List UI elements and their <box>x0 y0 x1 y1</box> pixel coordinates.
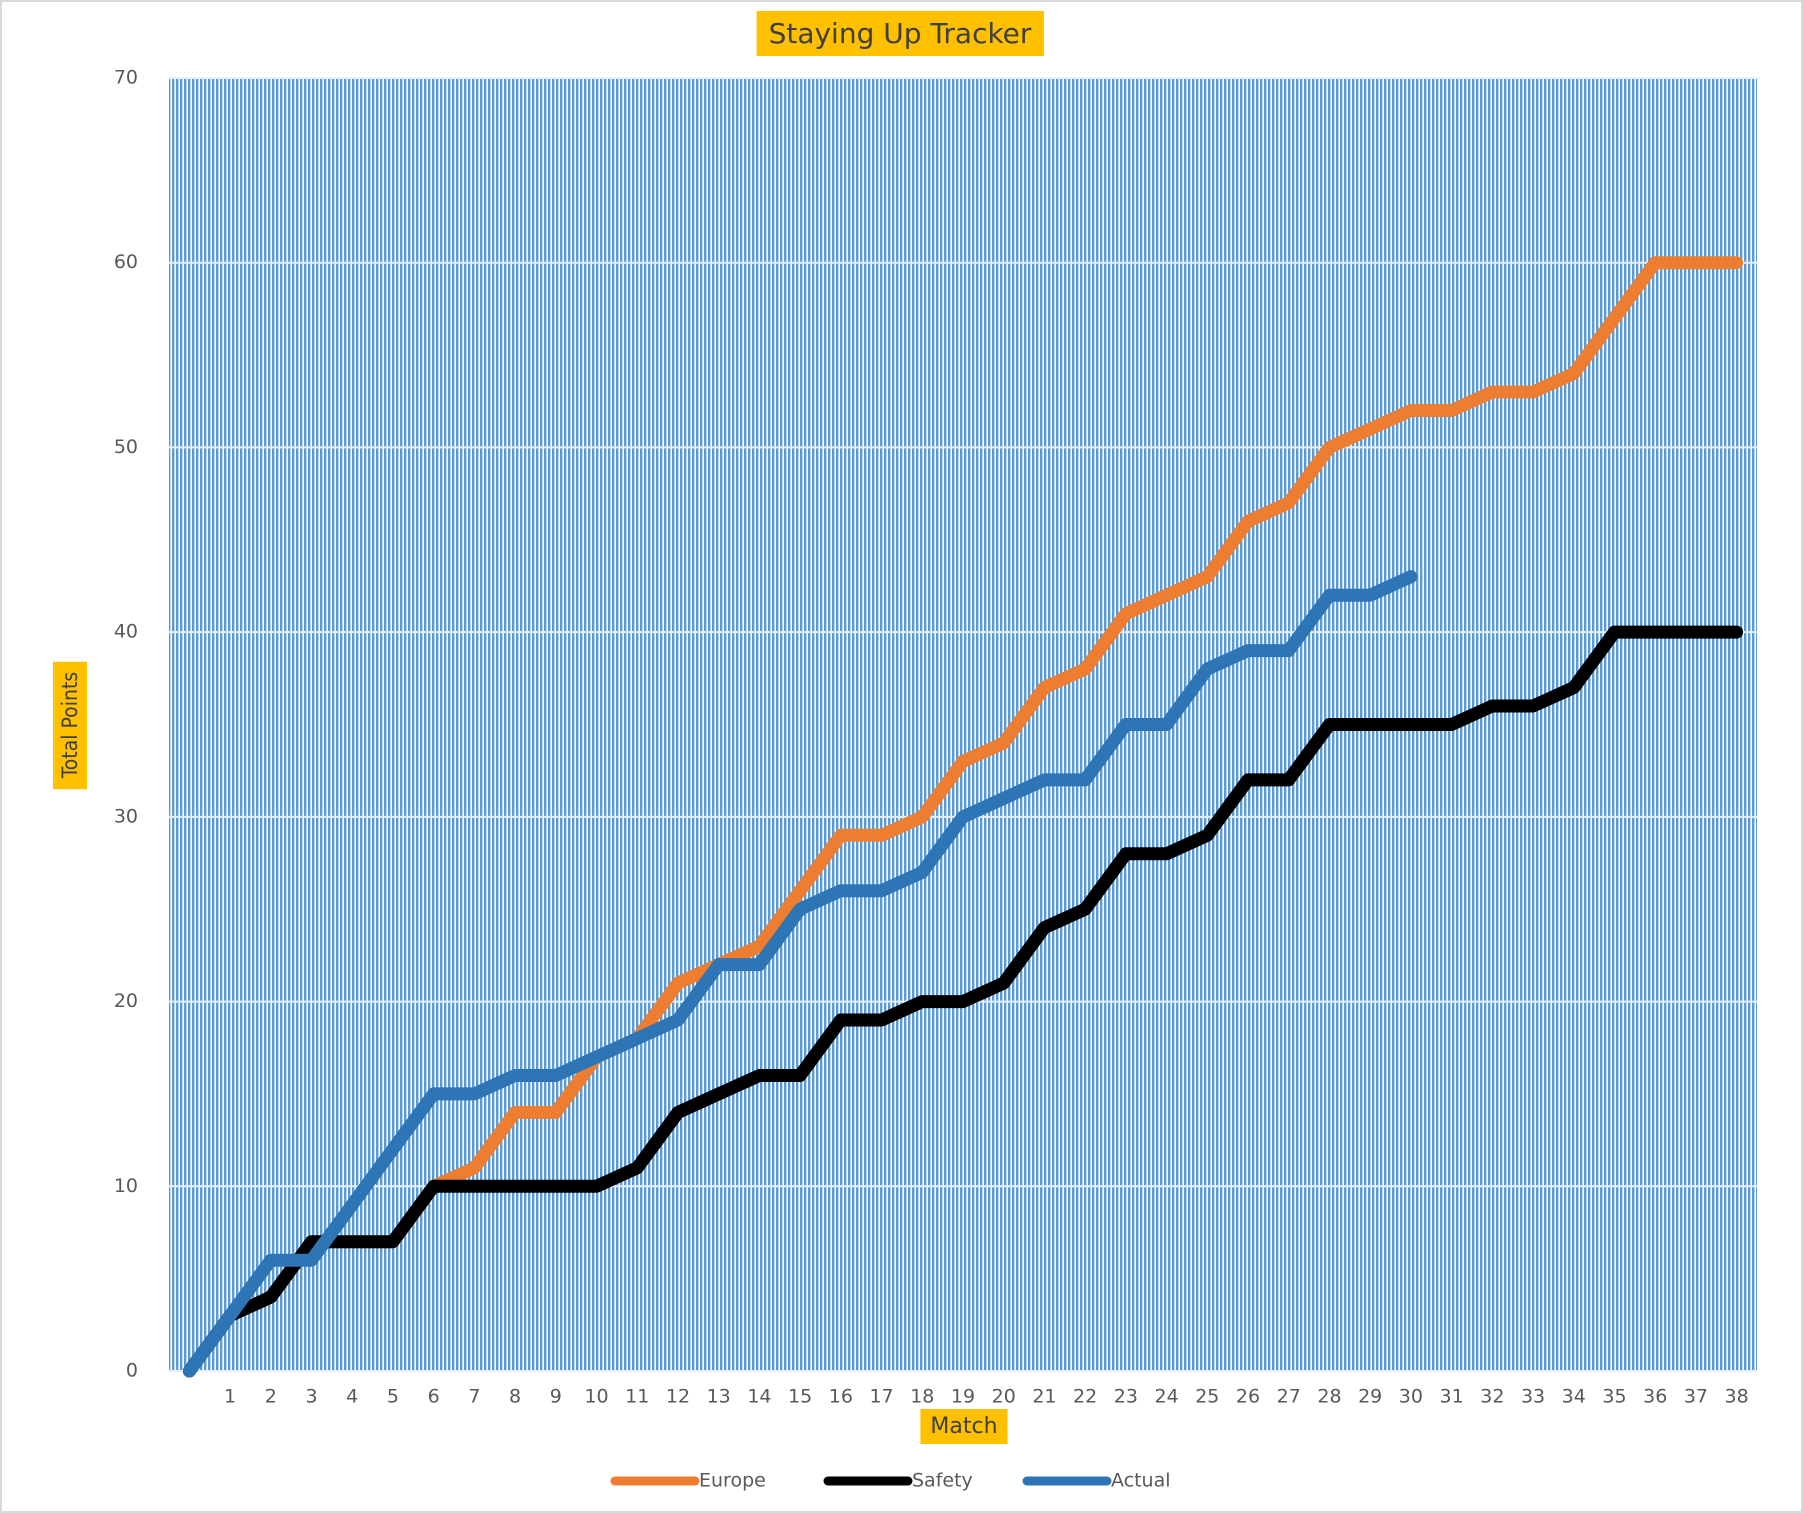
x-tick-label: 23 <box>1114 1386 1138 1408</box>
x-tick-label: 32 <box>1480 1386 1504 1408</box>
x-tick-label: 12 <box>666 1386 690 1408</box>
x-tick-label: 17 <box>869 1386 893 1408</box>
y-tick-label: 70 <box>114 67 138 89</box>
x-tick-label: 11 <box>625 1386 649 1408</box>
x-tick-label: 20 <box>992 1386 1016 1408</box>
x-tick-label: 25 <box>1195 1386 1219 1408</box>
x-tick-label: 4 <box>346 1386 358 1408</box>
x-tick-label: 34 <box>1562 1386 1586 1408</box>
y-axis-title: Total Points <box>58 672 82 779</box>
x-tick-label: 19 <box>951 1386 975 1408</box>
x-tick-label: 28 <box>1317 1386 1341 1408</box>
x-tick-label: 27 <box>1277 1386 1301 1408</box>
series-line <box>182 570 1418 1378</box>
y-tick-label: 60 <box>114 251 138 273</box>
series-line <box>182 625 1744 1378</box>
x-tick-label: 5 <box>387 1386 399 1408</box>
x-tick-label: 8 <box>509 1386 521 1408</box>
x-tick-label: 31 <box>1440 1386 1464 1408</box>
label-background <box>920 1409 1008 1444</box>
x-tick-label: 37 <box>1684 1386 1708 1408</box>
y-tick-label: 20 <box>114 990 138 1012</box>
x-tick-label: 9 <box>550 1386 562 1408</box>
y-tick-label: 30 <box>114 805 138 827</box>
x-tick-label: 21 <box>1032 1386 1056 1408</box>
label-background <box>756 11 1044 56</box>
x-tick-label: 16 <box>829 1386 853 1408</box>
x-tick-label: 29 <box>1358 1386 1382 1408</box>
label-background <box>53 661 87 790</box>
y-tick-label: 10 <box>114 1175 138 1197</box>
x-tick-label: 3 <box>305 1386 317 1408</box>
x-tick-label: 38 <box>1725 1386 1749 1408</box>
x-tick-label: 1 <box>224 1386 236 1408</box>
x-tick-label: 22 <box>1073 1386 1097 1408</box>
x-tick-label: 7 <box>468 1386 480 1408</box>
x-tick-label: 15 <box>788 1386 812 1408</box>
x-axis-title: Match <box>930 1414 997 1439</box>
x-tick-label: 13 <box>707 1386 731 1408</box>
legend-label: Actual <box>1111 1470 1171 1492</box>
chart-title: Staying Up Tracker <box>769 17 1032 50</box>
plot-area <box>169 78 1757 1371</box>
legend-label: Safety <box>912 1470 973 1492</box>
x-tick-label: 14 <box>747 1386 771 1408</box>
x-tick-label: 6 <box>428 1386 440 1408</box>
legend-label: Europe <box>699 1470 766 1492</box>
y-tick-label: 50 <box>114 436 138 458</box>
x-tick-label: 30 <box>1399 1386 1423 1408</box>
x-tick-label: 35 <box>1602 1386 1626 1408</box>
x-tick-label: 10 <box>584 1386 608 1408</box>
x-tick-label: 18 <box>910 1386 934 1408</box>
y-tick-label: 40 <box>114 621 138 643</box>
x-tick-label: 36 <box>1643 1386 1667 1408</box>
x-tick-label: 2 <box>265 1386 277 1408</box>
x-tick-label: 24 <box>1154 1386 1178 1408</box>
y-tick-label: 0 <box>126 1360 138 1382</box>
x-tick-label: 26 <box>1236 1386 1260 1408</box>
x-tick-label: 33 <box>1521 1386 1545 1408</box>
